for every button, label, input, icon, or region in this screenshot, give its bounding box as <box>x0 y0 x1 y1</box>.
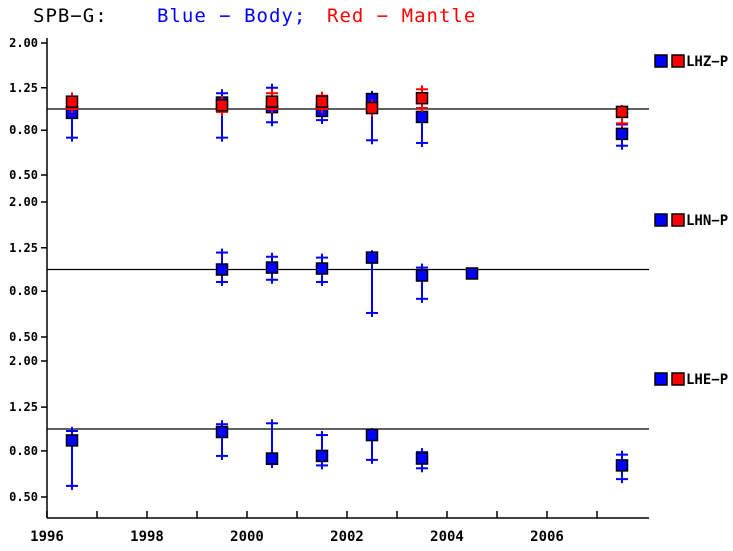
data-point-marker <box>215 99 229 112</box>
mantle-legend-text: Red − Mantle <box>327 5 477 27</box>
legend-body-swatch <box>654 213 668 227</box>
body-legend-text: Blue − Body; <box>157 5 307 27</box>
data-point-marker <box>615 459 629 472</box>
data-point-marker <box>65 434 79 447</box>
data-point-marker <box>415 91 429 105</box>
y-axis-tick-label: 1.25 <box>9 241 38 255</box>
data-point-marker <box>265 452 279 465</box>
y-axis-tick-label: 0.80 <box>9 284 38 298</box>
data-point-marker <box>315 95 329 108</box>
data-point-marker <box>615 105 629 119</box>
x-axis-tick-label: 1996 <box>30 529 64 545</box>
y-axis-tick-label: 0.50 <box>9 168 38 182</box>
panel-legend-label: LHZ−P <box>686 54 728 70</box>
data-point-marker <box>415 110 429 124</box>
data-point-marker <box>365 428 379 442</box>
x-axis-tick-label: 1998 <box>130 529 164 545</box>
y-axis-tick-label: 1.25 <box>9 81 38 95</box>
panel-legend-label: LHN−P <box>686 213 728 229</box>
legend-body-swatch <box>654 54 668 68</box>
data-point-marker <box>415 269 429 282</box>
data-point-marker <box>615 127 629 141</box>
data-point-marker <box>315 262 329 275</box>
x-axis-tick-label: 2000 <box>230 529 264 545</box>
x-axis-tick-label: 2006 <box>530 529 564 545</box>
y-axis-tick-label: 1.25 <box>9 400 38 414</box>
y-axis-tick-label: 2.00 <box>9 195 38 209</box>
data-point-marker <box>365 251 379 264</box>
x-axis-tick-label: 2002 <box>330 529 364 545</box>
x-axis-tick-label: 2004 <box>430 529 464 545</box>
data-point-marker <box>215 263 229 276</box>
y-axis-tick-label: 0.50 <box>9 330 38 344</box>
data-point-marker <box>265 261 279 274</box>
data-point-marker <box>415 452 429 465</box>
data-point-marker <box>215 425 229 439</box>
station-title: SPB−G: <box>33 5 108 27</box>
legend-mantle-swatch <box>671 54 685 68</box>
y-axis-tick-label: 2.00 <box>9 354 38 368</box>
y-axis-tick-label: 0.80 <box>9 444 38 458</box>
data-point-marker <box>65 95 79 108</box>
y-axis-tick-label: 0.50 <box>9 490 38 504</box>
data-point-marker <box>365 101 379 115</box>
data-point-marker <box>465 267 479 280</box>
legend-body-swatch <box>654 372 668 386</box>
data-point-marker <box>315 449 329 463</box>
data-point-marker <box>265 95 279 108</box>
legend-mantle-swatch <box>671 213 685 227</box>
legend-mantle-swatch <box>671 372 685 386</box>
y-axis-tick-label: 2.00 <box>9 36 38 50</box>
panel-legend-label: LHE−P <box>686 372 728 388</box>
y-axis-tick-label: 0.80 <box>9 123 38 137</box>
